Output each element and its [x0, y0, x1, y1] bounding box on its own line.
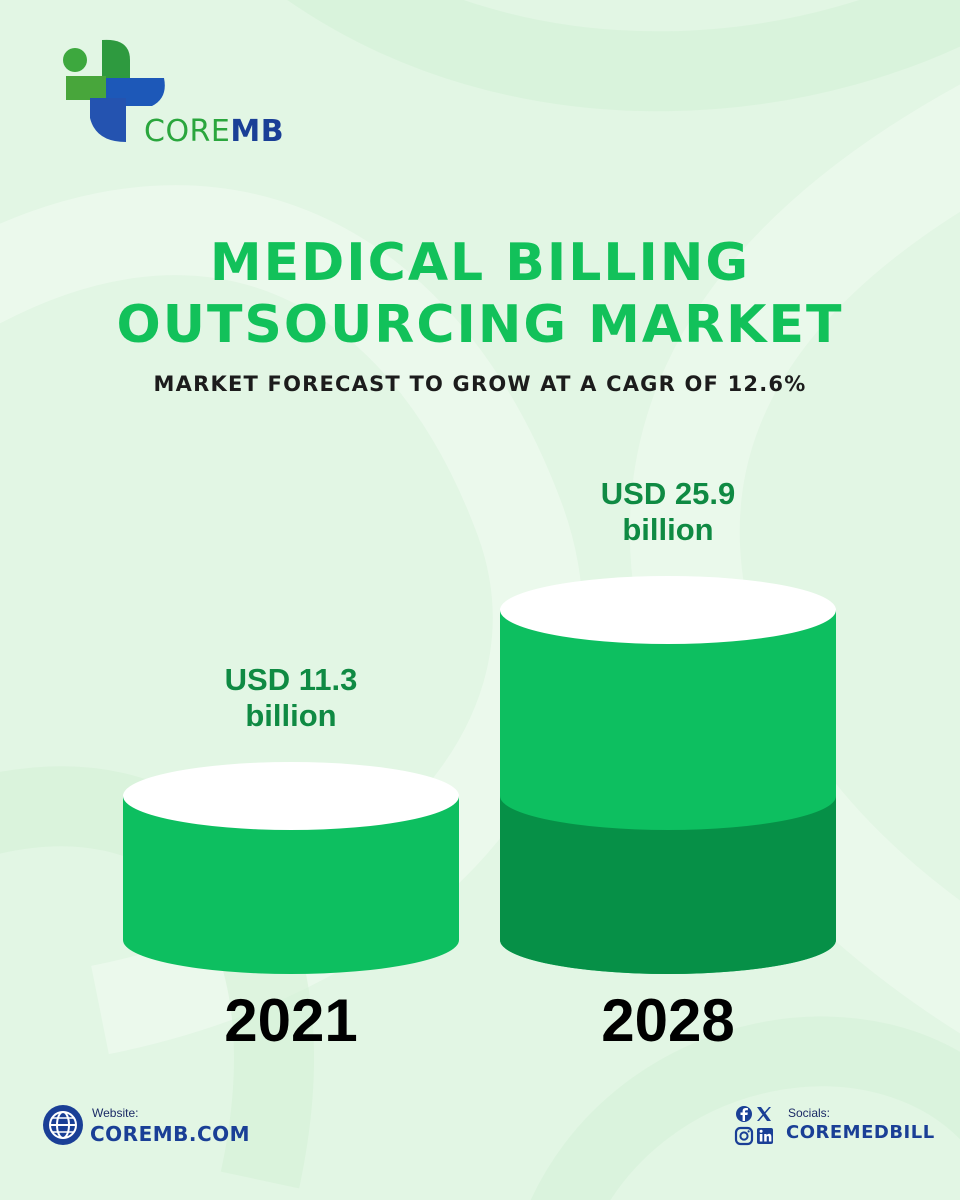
- website-block[interactable]: Website: COREMB.COM: [42, 1104, 302, 1148]
- page-subtitle: MARKET FORECAST TO GROW AT A CAGR OF 12.…: [153, 372, 807, 396]
- social-icons-group: [734, 1106, 773, 1146]
- globe-icon: [43, 1105, 83, 1145]
- value-label-2021-line2: billion: [245, 698, 337, 733]
- market-chart: USD 11.3 billion USD 25.9 billion 2021 2…: [0, 470, 960, 1054]
- bar-2021-top: [123, 762, 459, 830]
- value-label-2028-line2: billion: [622, 512, 714, 547]
- value-label-2021: USD 11.3 billion: [141, 662, 441, 734]
- brand-logo: COREMB: [60, 38, 290, 149]
- category-label-2021: 2021: [224, 987, 358, 1054]
- bar-2021: [123, 796, 459, 974]
- value-label-2028-line1: USD 25.9: [600, 476, 736, 511]
- logo-word-mb: MB: [230, 114, 285, 149]
- website-link[interactable]: COREMB.COM: [90, 1122, 251, 1146]
- instagram-icon[interactable]: [734, 1126, 754, 1146]
- page-title: MEDICAL BILLING OUTSOURCING MARKET: [0, 232, 960, 356]
- value-label-2028: USD 25.9 billion: [518, 476, 818, 548]
- socials-handle[interactable]: COREMEDBILL: [786, 1122, 935, 1143]
- bar-2028-baseline-band: [500, 796, 836, 974]
- title-line-2: OUTSOURCING MARKET: [116, 295, 844, 355]
- bar-2028-top: [500, 576, 836, 644]
- logo-wordmark: COREMB: [144, 114, 284, 149]
- value-label-2021-line1: USD 11.3: [224, 662, 358, 697]
- socials-caption: Socials:: [788, 1106, 831, 1120]
- x-icon[interactable]: [757, 1107, 771, 1121]
- title-line-1: MEDICAL BILLING: [209, 233, 751, 293]
- facebook-icon[interactable]: [736, 1106, 752, 1122]
- website-caption: Website:: [92, 1106, 139, 1120]
- logo-word-core: CORE: [144, 114, 231, 149]
- category-label-2028: 2028: [601, 987, 735, 1054]
- chart-canvas: [123, 576, 836, 974]
- logo-mark-icon: [63, 39, 165, 142]
- linkedin-icon[interactable]: [757, 1128, 773, 1144]
- socials-block[interactable]: Socials: COREMEDBILL: [734, 1104, 934, 1148]
